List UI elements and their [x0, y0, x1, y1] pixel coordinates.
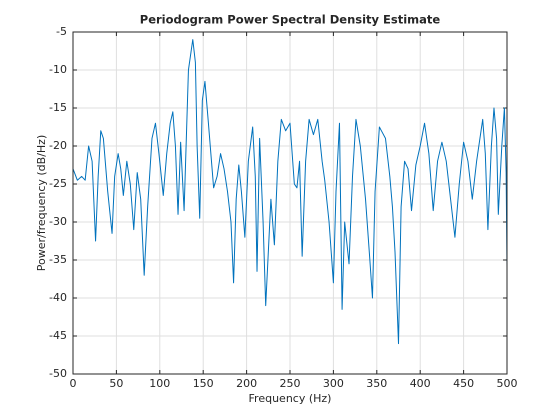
plot-area: 0 50 100 150 200 250 300 350 400 450 500 -50 -45 -40 -…: [49, 25, 517, 390]
x-tick-label: 300: [323, 377, 344, 390]
y-tick-label: -25: [49, 177, 67, 190]
y-tick-label: -15: [49, 101, 67, 114]
x-tick-label: 500: [497, 377, 518, 390]
x-tick-label: 250: [280, 377, 301, 390]
y-tick-label: -20: [49, 139, 67, 152]
x-tick-label: 100: [149, 377, 170, 390]
y-tick-label: -45: [49, 329, 67, 342]
x-axis-label: Frequency (Hz): [249, 392, 332, 405]
x-tick-label: 350: [366, 377, 387, 390]
y-tick-label: -10: [49, 63, 67, 76]
axes-box: [72, 31, 508, 375]
y-tick-label: -5: [56, 25, 67, 38]
y-tick-label: -50: [49, 367, 67, 380]
chart-title: Periodogram Power Spectral Density Estim…: [140, 13, 441, 27]
x-tick-label: 450: [453, 377, 474, 390]
x-tick-label: 150: [193, 377, 214, 390]
x-tick-label: 50: [109, 377, 123, 390]
x-tick-label: 200: [236, 377, 257, 390]
x-tick-label: 400: [410, 377, 431, 390]
y-tick-label: -40: [49, 291, 67, 304]
y-tick-label: -30: [49, 215, 67, 228]
y-axis-label: Power/frequency (dB/Hz): [35, 135, 48, 272]
data-line: [72, 39, 508, 345]
y-tick-label: -35: [49, 253, 67, 266]
x-tick-label: 0: [70, 377, 77, 390]
